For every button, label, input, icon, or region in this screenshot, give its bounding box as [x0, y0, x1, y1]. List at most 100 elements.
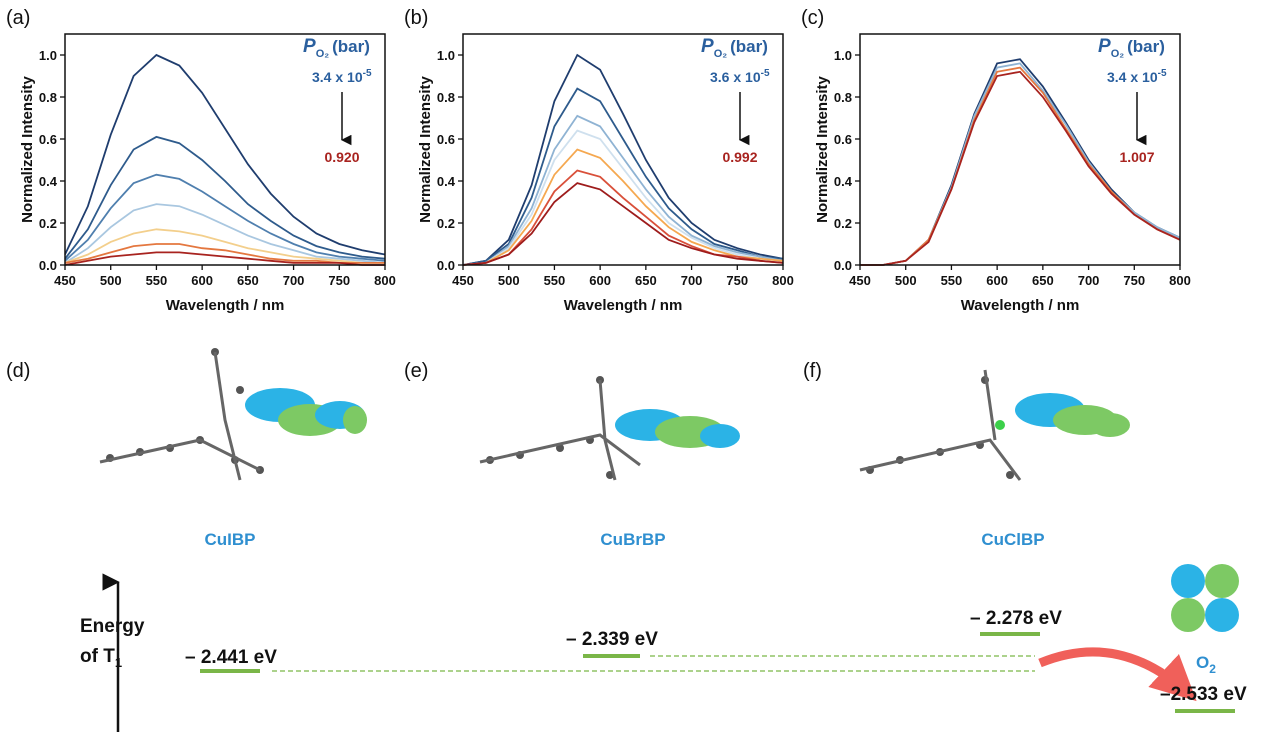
legend-title-p: P — [1098, 36, 1111, 57]
x-tick-label: 600 — [589, 273, 611, 288]
molecule-name: CuBrBP — [600, 530, 665, 549]
chart-panel: 450 500 550 600 650 700 750 800 0.0 0.2 0.4 0.6 0.8 1… — [801, 7, 1191, 314]
o2-sub: 2 — [1209, 662, 1216, 676]
start-label-sup: -5 — [1158, 68, 1167, 79]
spectrum-line — [860, 68, 1180, 265]
energy-label-2-sub: 1 — [115, 655, 122, 670]
y-tick-label: 0.0 — [834, 258, 852, 273]
x-tick-label: 550 — [146, 273, 168, 288]
y-tick-label: 0.4 — [834, 174, 853, 189]
chart-panel: 450 500 550 600 650 700 750 800 0.0 0.2 0.4 0.6 0.8 1… — [6, 7, 396, 314]
level-label: – 2.441 eV — [185, 647, 277, 668]
y-tick-label: 0.4 — [437, 174, 456, 189]
legend-title: PO₂(bar) — [303, 36, 370, 60]
spectrum-line — [463, 171, 783, 266]
y-tick-label: 1.0 — [437, 48, 455, 63]
energy-label-2: of T1 — [80, 646, 122, 670]
x-tick-label: 600 — [191, 273, 213, 288]
y-tick-label: 0.0 — [437, 258, 455, 273]
panel-label: (d) — [6, 360, 30, 382]
o2-level-label: –2.533 eV — [1160, 684, 1247, 705]
start-label-main: 3.6 x 10 — [710, 69, 761, 85]
o2-label: O2 — [1196, 653, 1216, 676]
x-tick-label: 500 — [100, 273, 122, 288]
panel-label: (c) — [801, 7, 824, 29]
molecule-e — [480, 376, 740, 480]
figure: Energy of T1 – 2.441 eV – 2.339 eV – 2.2… — [0, 0, 1262, 732]
x-tick-label: 450 — [849, 273, 871, 288]
x-tick-label: 550 — [544, 273, 566, 288]
x-tick-label: 650 — [237, 273, 259, 288]
y-tick-label: 0.0 — [39, 258, 57, 273]
y-tick-label: 0.8 — [39, 90, 57, 105]
x-tick-label: 500 — [895, 273, 917, 288]
legend-title-sub: O₂ — [1111, 48, 1125, 60]
x-tick-label: 650 — [635, 273, 657, 288]
x-axis-label: Wavelength / nm — [961, 297, 1080, 314]
x-axis-label: Wavelength / nm — [564, 297, 683, 314]
y-axis-label: Normalized Intensity — [417, 75, 434, 222]
legend-title-unit: (bar) — [730, 37, 768, 56]
o2-main: O — [1196, 653, 1209, 672]
y-tick-label: 0.2 — [437, 216, 455, 231]
dashed-guides — [272, 656, 1035, 671]
x-tick-label: 450 — [452, 273, 474, 288]
start-label: 3.4 x 10-5 — [312, 68, 372, 85]
x-tick-label: 700 — [681, 273, 703, 288]
legend-title-unit: (bar) — [332, 37, 370, 56]
molecule-d — [100, 348, 367, 480]
end-label: 0.992 — [722, 149, 757, 165]
spectrum-line — [463, 183, 783, 265]
x-tick-label: 500 — [498, 273, 520, 288]
end-label: 0.920 — [324, 149, 359, 165]
x-tick-label: 750 — [328, 273, 350, 288]
start-label-sup: -5 — [363, 68, 372, 79]
legend-title-unit: (bar) — [1127, 37, 1165, 56]
o2-orbital — [1171, 564, 1239, 632]
x-tick-label: 700 — [283, 273, 305, 288]
panel-label: (a) — [6, 7, 30, 29]
y-tick-label: 0.2 — [39, 216, 57, 231]
x-tick-label: 700 — [1078, 273, 1100, 288]
energy-label-2-main: of T — [80, 646, 115, 667]
y-tick-label: 0.4 — [39, 174, 58, 189]
x-tick-label: 800 — [374, 273, 396, 288]
x-tick-label: 800 — [1169, 273, 1191, 288]
panel-label: (b) — [404, 7, 428, 29]
start-label-main: 3.4 x 10 — [1107, 69, 1158, 85]
start-label: 3.6 x 10-5 — [710, 68, 770, 85]
start-label-main: 3.4 x 10 — [312, 69, 363, 85]
x-tick-label: 750 — [1123, 273, 1145, 288]
end-label: 1.007 — [1119, 149, 1154, 165]
legend-title-sub: O₂ — [316, 48, 330, 60]
y-tick-label: 0.6 — [834, 132, 852, 147]
spectrum-line — [65, 204, 385, 263]
y-axis-label: Normalized Intensity — [19, 75, 36, 222]
x-tick-label: 650 — [1032, 273, 1054, 288]
y-axis-label: Normalized Intensity — [814, 75, 831, 222]
y-tick-label: 0.6 — [39, 132, 57, 147]
y-tick-label: 1.0 — [39, 48, 57, 63]
x-tick-label: 550 — [941, 273, 963, 288]
legend-title: PO₂(bar) — [1098, 36, 1165, 60]
panel-label: (f) — [803, 360, 822, 382]
legend-title-p: P — [701, 36, 714, 57]
x-tick-label: 750 — [726, 273, 748, 288]
energy-levels — [200, 634, 1235, 711]
legend-title: PO₂(bar) — [701, 36, 768, 60]
y-tick-label: 0.2 — [834, 216, 852, 231]
spectrum-line — [860, 72, 1180, 265]
chart-panel: 450 500 550 600 650 700 750 800 0.0 0.2 0.4 0.6 0.8 1… — [404, 7, 794, 314]
x-tick-label: 800 — [772, 273, 794, 288]
x-tick-label: 450 — [54, 273, 76, 288]
energy-label: Energy — [80, 616, 145, 637]
x-axis-label: Wavelength / nm — [166, 297, 285, 314]
y-tick-label: 0.8 — [437, 90, 455, 105]
molecule-name: CuIBP — [205, 530, 256, 549]
legend-title-sub: O₂ — [714, 48, 728, 60]
x-tick-label: 600 — [986, 273, 1008, 288]
start-label-sup: -5 — [761, 68, 770, 79]
y-tick-label: 0.8 — [834, 90, 852, 105]
y-tick-label: 0.6 — [437, 132, 455, 147]
panel-label: (e) — [404, 360, 428, 382]
